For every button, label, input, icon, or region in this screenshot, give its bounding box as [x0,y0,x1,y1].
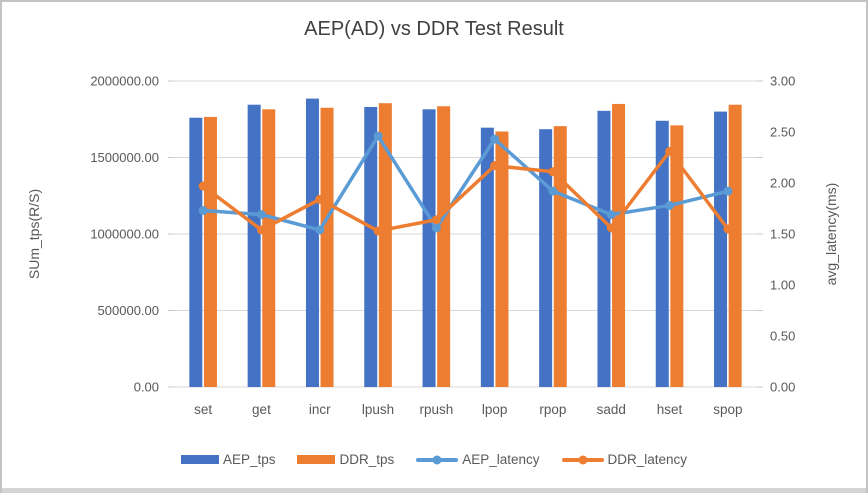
right-axis-tick-label: 0.00 [770,380,795,395]
legend-label-ddr-tps: DDR_tps [339,452,395,467]
tps-bar-ddr_tps-set [203,116,217,387]
aep-latency-dot-icon [432,455,442,464]
x-category-label-incr: incr [309,402,331,417]
latency-point-ddr_latency-rpop [548,167,558,177]
latency-point-aep_latency-lpop [490,134,500,144]
latency-point-ddr_latency-incr [315,194,325,204]
latency-point-ddr_latency-hset [665,146,675,156]
tps-bar-aep_tps-set [189,117,203,387]
tps-bar-aep_tps-incr [305,98,319,387]
tps-bar-ddr_tps-hset [670,125,684,388]
right-axis-tick-label: 1.50 [770,227,795,242]
tps-bar-aep_tps-rpush [422,109,436,388]
latency-point-ddr_latency-spop [723,224,733,234]
legend-item-ddr-latency: DDR_latency [561,452,688,467]
latency-point-aep_latency-hset [665,200,675,210]
left-axis-tick-label: 2000000.00 [90,74,159,89]
legend-item-ddr-tps: DDR_tps [297,452,394,467]
legend: AEP_tps DDR_tps AEP_latency DDR_latency [2,452,866,467]
legend-item-aep-latency: AEP_latency [416,452,540,467]
latency-point-aep_latency-sadd [606,210,616,220]
x-category-label-rpop: rpop [539,402,566,417]
tps-bar-ddr_tps-rpop [553,126,567,387]
latency-point-aep_latency-get [256,210,266,220]
ddr-latency-swatch-icon [561,455,604,464]
latency-point-aep_latency-spop [723,186,733,196]
tps-bar-ddr_tps-sadd [612,103,626,387]
legend-label-aep-latency: AEP_latency [462,452,540,467]
tps-bar-aep_tps-hset [655,120,669,387]
x-category-label-rpush: rpush [419,402,453,417]
latency-point-aep_latency-rpush [431,223,441,233]
x-category-label-lpush: lpush [362,402,394,417]
aep-latency-swatch-icon [416,455,459,464]
chart-title: AEP(AD) vs DDR Test Result [304,18,564,40]
right-axis-tick-label: 2.00 [770,176,795,191]
latency-point-ddr_latency-rpush [431,215,441,225]
latency-line-ddr_latency [201,149,730,233]
legend-item-aep-tps: AEP_tps [180,452,276,467]
x-category-label-lpop: lpop [482,402,508,417]
tps-bar-aep_tps-rpop [539,129,553,387]
x-category-label-get: get [252,402,271,417]
tps-bar-ddr_tps-lpop [495,131,509,387]
legend-label-aep-tps: AEP_tps [222,452,276,467]
right-axis-tick-label: 3.00 [770,74,795,89]
tps-bar-ddr_tps-rpush [437,106,451,388]
latency-point-aep_latency-rpop [548,186,558,196]
left-axis-tick-label: 500000.00 [98,303,159,318]
left-axis-tick-label: 1500000.00 [90,150,159,165]
latency-point-ddr_latency-sadd [606,223,616,233]
x-category-label-sadd: sadd [597,402,626,417]
left-axis-tick-label: 1000000.00 [90,227,159,242]
latency-point-ddr_latency-set [198,181,208,191]
tps-bar-aep_tps-lpush [364,107,378,387]
latency-point-aep_latency-incr [315,225,325,235]
left-axis-tick-label: 0.00 [134,380,159,395]
tps-bar-aep_tps-lpop [480,127,494,387]
x-category-label-set: set [194,402,212,417]
latency-line-aep_latency [201,134,730,232]
tps-bar-ddr_tps-lpush [378,103,392,387]
ddr-latency-dot-icon [578,455,588,464]
x-category-label-hset: hset [657,402,683,417]
tps-bar-aep_tps-sadd [597,110,611,388]
window-edge [2,488,866,493]
right-axis-tick-label: 0.50 [770,329,795,344]
right-axis-tick-label: 2.50 [770,125,795,140]
latency-point-aep_latency-set [198,206,208,216]
latency-point-ddr_latency-get [256,225,266,235]
tps-bar-aep_tps-spop [714,111,728,387]
legend-label-ddr-latency: DDR_latency [607,452,688,467]
x-category-label-spop: spop [713,402,742,417]
latency-point-aep_latency-lpush [373,131,383,141]
ddr-tps-swatch-icon [297,455,336,464]
tps-bar-ddr_tps-spop [728,104,742,387]
tps-bar-ddr_tps-get [262,109,276,388]
latency-point-ddr_latency-lpush [373,226,383,236]
tps-bar-ddr_tps-incr [320,107,334,388]
tps-bar-aep_tps-get [247,104,261,387]
aep-tps-swatch-icon [180,455,219,464]
right-axis-tick-label: 1.00 [770,278,795,293]
latency-point-ddr_latency-lpop [490,161,500,171]
